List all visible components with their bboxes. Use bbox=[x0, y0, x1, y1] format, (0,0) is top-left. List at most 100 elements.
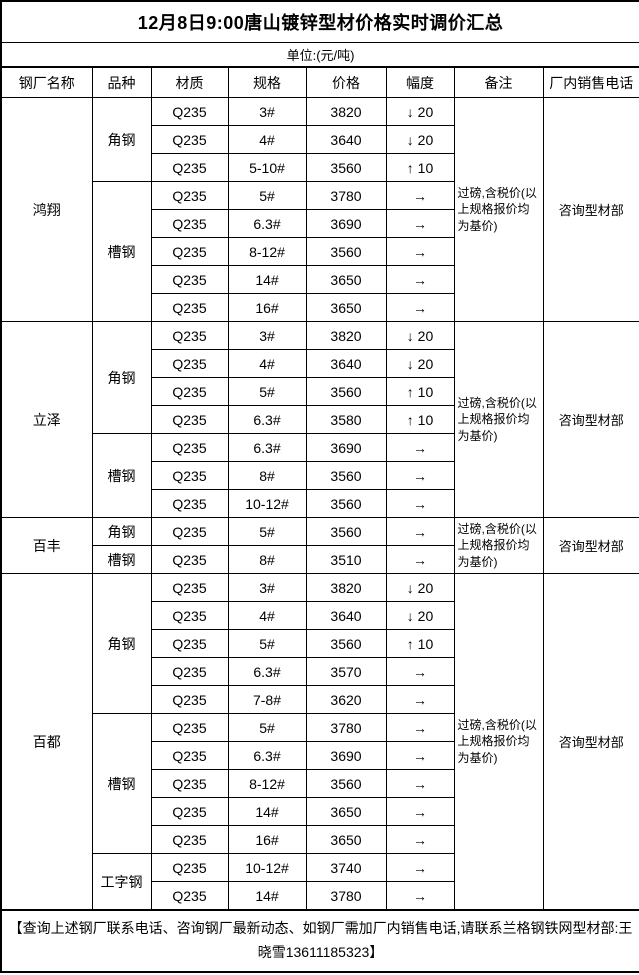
price-cell: 3650 bbox=[305, 293, 387, 322]
spec-cell: 6.3# bbox=[227, 741, 307, 770]
price-cell: 3780 bbox=[305, 881, 387, 911]
note-cell: 过磅,含税价(以上规格报价均为基价) bbox=[453, 321, 544, 518]
column-header-change: 幅度 bbox=[385, 66, 455, 98]
price-cell: 3690 bbox=[305, 209, 387, 238]
note-cell: 过磅,含税价(以上规格报价均为基价) bbox=[453, 97, 544, 322]
table-row: Q235 7-8# 3620 → bbox=[1, 685, 639, 714]
spec-cell: 3# bbox=[227, 573, 307, 602]
price-change-cell: → bbox=[385, 433, 455, 462]
price-cell: 3780 bbox=[305, 713, 387, 742]
price-cell: 3820 bbox=[305, 573, 387, 602]
spec-cell: 6.3# bbox=[227, 405, 307, 434]
price-change-cell: → bbox=[385, 853, 455, 882]
price-change-cell: → bbox=[385, 265, 455, 294]
spec-cell: 3# bbox=[227, 97, 307, 126]
table-row: Q235 5-10# 3560 ↑ 10 bbox=[1, 153, 639, 182]
price-change-cell: → bbox=[385, 713, 455, 742]
header-row: 钢厂名称 品种 材质 规格 价格 幅度 备注 厂内销售电话 bbox=[0, 66, 639, 98]
column-header-material: 材质 bbox=[150, 66, 229, 98]
table-row: Q235 16# 3650 → bbox=[1, 825, 639, 854]
material-cell: Q235 bbox=[150, 237, 229, 266]
column-header-price: 价格 bbox=[305, 66, 387, 98]
price-cell: 3560 bbox=[305, 377, 387, 406]
spec-cell: 3# bbox=[227, 321, 307, 350]
spec-cell: 14# bbox=[227, 265, 307, 294]
price-cell: 3740 bbox=[305, 853, 387, 882]
material-cell: Q235 bbox=[150, 461, 229, 490]
note-cell: 过磅,含税价(以上规格报价均为基价) bbox=[453, 517, 544, 574]
table-row: 工字钢 Q235 10-12# 3740 → bbox=[1, 853, 639, 911]
mill-name-cell: 百丰 bbox=[0, 517, 93, 574]
note-cell: 过磅,含税价(以上规格报价均为基价) bbox=[453, 573, 544, 911]
material-cell: Q235 bbox=[150, 377, 229, 406]
material-cell: Q235 bbox=[150, 433, 229, 462]
price-cell: 3650 bbox=[305, 797, 387, 826]
spec-cell: 5# bbox=[227, 713, 307, 742]
material-cell: Q235 bbox=[150, 293, 229, 322]
category-cell: 槽钢 bbox=[91, 433, 152, 518]
price-change-cell: → bbox=[385, 825, 455, 854]
table-row: 立泽 角钢 Q235 3# 3820 ↓ 20 过磅,含税价(以上规格报价均为基价) 咨询型材… bbox=[0, 321, 639, 518]
table-row: 槽钢 Q235 5# 3780 → bbox=[1, 713, 639, 854]
table-row: Q235 14# 3650 → bbox=[1, 265, 639, 294]
spec-cell: 8-12# bbox=[227, 237, 307, 266]
spec-cell: 5# bbox=[227, 629, 307, 658]
price-cell: 3650 bbox=[305, 825, 387, 854]
table-row: Q235 6.3# 3580 ↑ 10 bbox=[1, 405, 639, 434]
phone-cell: 咨询型材部 bbox=[542, 97, 639, 322]
price-change-cell: → bbox=[385, 489, 455, 518]
spec-cell: 5# bbox=[227, 377, 307, 406]
material-cell: Q235 bbox=[150, 349, 229, 378]
spec-cell: 5-10# bbox=[227, 153, 307, 182]
price-change-cell: ↓ 20 bbox=[385, 601, 455, 630]
spec-cell: 4# bbox=[227, 601, 307, 630]
column-header-note: 备注 bbox=[453, 66, 544, 98]
price-change-cell: ↓ 20 bbox=[385, 97, 455, 126]
material-cell: Q235 bbox=[150, 629, 229, 658]
category-cell: 槽钢 bbox=[91, 545, 152, 574]
material-cell: Q235 bbox=[150, 517, 229, 546]
category-cell: 工字钢 bbox=[91, 853, 152, 911]
spec-cell: 5# bbox=[227, 517, 307, 546]
price-change-cell: ↓ 20 bbox=[385, 125, 455, 154]
price-change-cell: → bbox=[385, 741, 455, 770]
price-change-cell: ↓ 20 bbox=[385, 573, 455, 602]
table-row: Q235 8-12# 3560 → bbox=[1, 237, 639, 266]
price-change-cell: → bbox=[385, 769, 455, 798]
price-cell: 3560 bbox=[305, 517, 387, 546]
column-header-category: 品种 bbox=[91, 66, 152, 98]
price-change-cell: → bbox=[385, 797, 455, 826]
spec-cell: 4# bbox=[227, 349, 307, 378]
spec-cell: 16# bbox=[227, 825, 307, 854]
price-change-cell: ↑ 10 bbox=[385, 405, 455, 434]
spec-cell: 16# bbox=[227, 293, 307, 322]
price-cell: 3690 bbox=[305, 433, 387, 462]
category-cell: 角钢 bbox=[91, 321, 152, 434]
table-row: Q235 14# 3780 → bbox=[1, 881, 639, 911]
table-row: 鸿翔 角钢 Q235 3# 3820 ↓ 20 过磅,含税价(以上规格报价均为基价) 咨询型材… bbox=[0, 97, 639, 322]
unit-row: 单位:(元/吨) bbox=[0, 42, 639, 68]
category-cell: 槽钢 bbox=[91, 713, 152, 854]
table-row: 百丰 角钢 Q235 5# 3560 → 过磅,含税价(以上规格报价均为基价) 咨询型材部 bbox=[0, 517, 639, 574]
price-change-cell: → bbox=[385, 517, 455, 546]
price-cell: 3640 bbox=[305, 125, 387, 154]
material-cell: Q235 bbox=[150, 489, 229, 518]
category-cell: 角钢 bbox=[91, 517, 152, 546]
price-cell: 3640 bbox=[305, 349, 387, 378]
material-cell: Q235 bbox=[150, 209, 229, 238]
material-cell: Q235 bbox=[150, 545, 229, 574]
price-change-cell: → bbox=[385, 237, 455, 266]
mill-name-cell: 立泽 bbox=[0, 321, 93, 518]
mill-name-cell: 鸿翔 bbox=[0, 97, 93, 322]
price-cell: 3510 bbox=[305, 545, 387, 574]
material-cell: Q235 bbox=[150, 881, 229, 911]
page-title: 12月8日9:00唐山镀锌型材价格实时调价汇总 bbox=[0, 0, 639, 43]
spec-cell: 14# bbox=[227, 797, 307, 826]
material-cell: Q235 bbox=[150, 125, 229, 154]
category-cell: 角钢 bbox=[91, 573, 152, 714]
table-row: 槽钢 Q235 5# 3780 → bbox=[1, 181, 639, 322]
material-cell: Q235 bbox=[150, 153, 229, 182]
material-cell: Q235 bbox=[150, 741, 229, 770]
